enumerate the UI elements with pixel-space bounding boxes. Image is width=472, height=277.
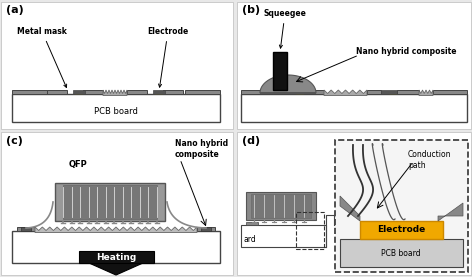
Bar: [47, 90, 67, 94]
Polygon shape: [340, 196, 360, 221]
Bar: [241, 90, 273, 94]
Bar: [246, 192, 316, 220]
Text: Nano hybrid
composite: Nano hybrid composite: [175, 139, 228, 159]
Text: (d): (d): [242, 136, 260, 146]
Bar: [83, 90, 103, 94]
Bar: [367, 90, 381, 94]
Bar: [73, 90, 85, 94]
Bar: [153, 90, 165, 94]
Bar: [1, 132, 233, 275]
Text: Heating: Heating: [96, 253, 136, 261]
Text: (c): (c): [6, 136, 23, 146]
Bar: [389, 91, 397, 94]
Bar: [17, 227, 35, 231]
Polygon shape: [103, 90, 127, 96]
Bar: [335, 140, 468, 272]
Text: ard: ard: [243, 235, 256, 243]
Text: PCB board: PCB board: [381, 248, 421, 258]
Bar: [1, 2, 233, 129]
Polygon shape: [35, 227, 197, 232]
Polygon shape: [260, 75, 316, 93]
Text: (b): (b): [242, 5, 260, 15]
Bar: [251, 194, 311, 218]
Bar: [296, 212, 324, 249]
Bar: [304, 90, 324, 94]
Bar: [12, 90, 47, 94]
Bar: [273, 52, 287, 90]
Text: Electrode: Electrode: [377, 225, 425, 235]
Bar: [241, 94, 467, 122]
Text: Conduction
path: Conduction path: [408, 150, 452, 170]
Bar: [21, 227, 31, 231]
Bar: [75, 91, 83, 94]
Text: QFP: QFP: [68, 160, 87, 169]
Bar: [340, 239, 463, 267]
Bar: [155, 91, 163, 94]
Bar: [55, 183, 165, 221]
Bar: [381, 90, 397, 94]
Bar: [246, 222, 258, 225]
Bar: [197, 227, 215, 231]
Text: Electrode: Electrode: [147, 27, 189, 87]
Bar: [433, 90, 467, 94]
Bar: [296, 91, 304, 94]
Bar: [397, 90, 419, 94]
Bar: [12, 231, 220, 263]
Text: Nano hybrid composite: Nano hybrid composite: [356, 47, 456, 55]
Bar: [273, 90, 288, 94]
Bar: [127, 90, 147, 94]
Text: Squeegee: Squeegee: [263, 9, 306, 48]
Bar: [185, 90, 220, 94]
Polygon shape: [438, 203, 463, 221]
Bar: [288, 90, 304, 94]
Bar: [360, 221, 443, 239]
Bar: [241, 225, 326, 247]
Bar: [79, 251, 154, 263]
Bar: [163, 90, 183, 94]
Bar: [237, 2, 471, 129]
Bar: [63, 185, 157, 219]
Text: Metal mask: Metal mask: [17, 27, 67, 88]
Bar: [12, 94, 220, 122]
Polygon shape: [419, 90, 433, 96]
Polygon shape: [89, 263, 143, 275]
Text: PCB board: PCB board: [94, 106, 138, 116]
Bar: [237, 132, 471, 275]
Polygon shape: [324, 90, 367, 96]
Bar: [201, 227, 211, 231]
Text: (a): (a): [6, 5, 24, 15]
